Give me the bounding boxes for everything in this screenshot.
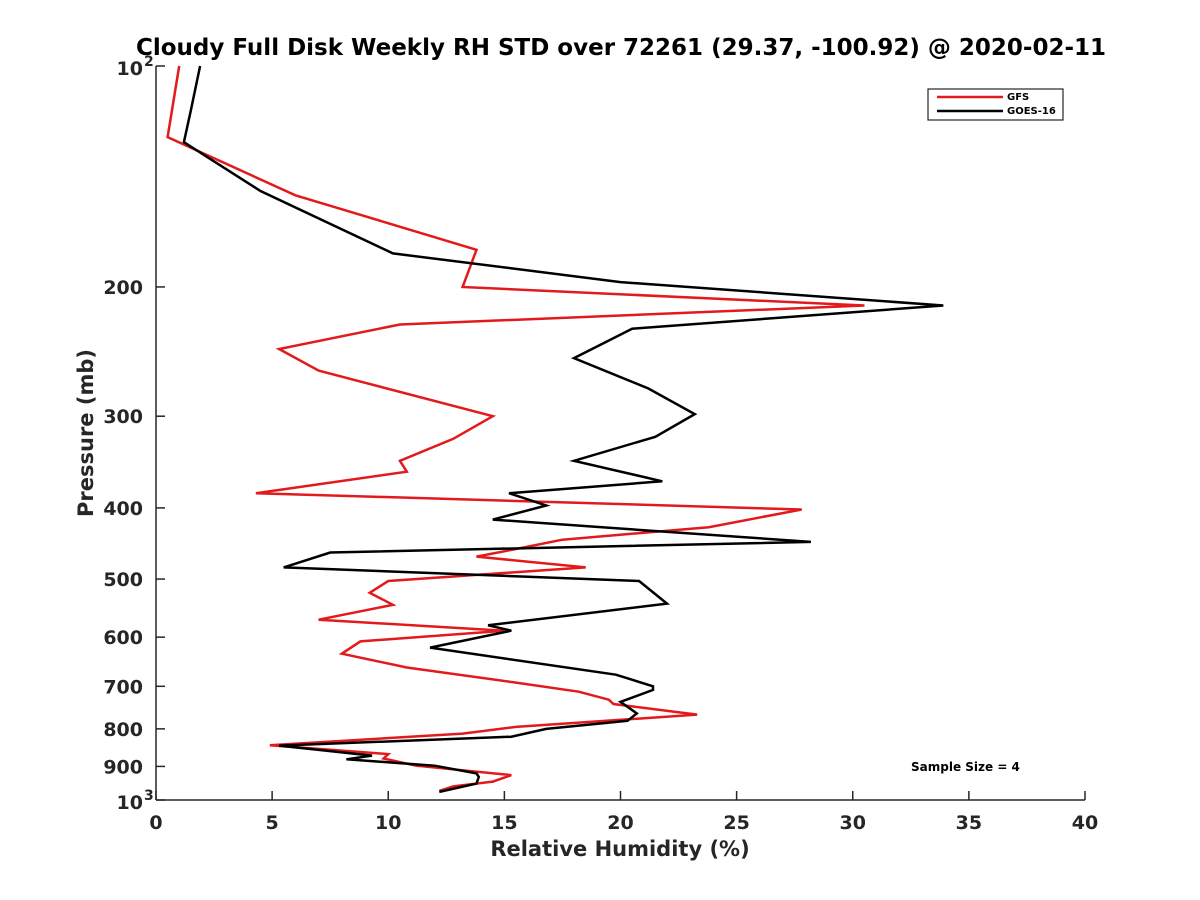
x-tick-label: 15 (491, 812, 517, 834)
legend-label-goes16: GOES-16 (1007, 106, 1056, 117)
chart-title: Cloudy Full Disk Weekly RH STD over 7226… (136, 35, 1106, 61)
y-tick-label: 900 (103, 756, 143, 778)
x-tick-label: 40 (1072, 812, 1098, 834)
x-tick-label: 5 (266, 812, 279, 834)
y-axis-label: Pressure (mb) (74, 349, 98, 517)
legend-box (927, 88, 1064, 121)
y-tick-label: 500 (103, 569, 143, 591)
y-tick-label: 200 (103, 277, 143, 299)
series-line-goes16 (182, 65, 944, 794)
x-tick-label: 0 (149, 812, 162, 834)
series-line-gfs (166, 65, 865, 793)
x-tick-label: 35 (956, 812, 982, 834)
y-tick-label: 800 (103, 719, 143, 741)
y-tick-label: 600 (103, 627, 143, 649)
y-tick-label: 300 (103, 406, 143, 428)
y-tick-label-exponent: 2 (144, 54, 154, 70)
sample-size-annotation: Sample Size = 4 (911, 760, 1020, 774)
x-tick-label: 10 (375, 812, 401, 834)
y-tick-label: 400 (103, 498, 143, 520)
y-tick-label-exponent: 3 (144, 788, 154, 804)
y-tick-label: 10 (117, 792, 143, 814)
y-tick-label: 700 (103, 676, 143, 698)
x-ticks: 0 5 10 15 20 25 30 35 40 (149, 791, 1098, 834)
x-axis-label: Relative Humidity (%) (490, 837, 749, 861)
x-tick-label: 25 (723, 812, 749, 834)
x-tick-label: 30 (840, 812, 866, 834)
x-tick-label: 20 (607, 812, 633, 834)
legend: GFS GOES-16 (927, 88, 1064, 121)
legend-label-gfs: GFS (1007, 92, 1029, 103)
y-tick-label: 10 (117, 58, 143, 80)
series-layer (166, 65, 944, 794)
